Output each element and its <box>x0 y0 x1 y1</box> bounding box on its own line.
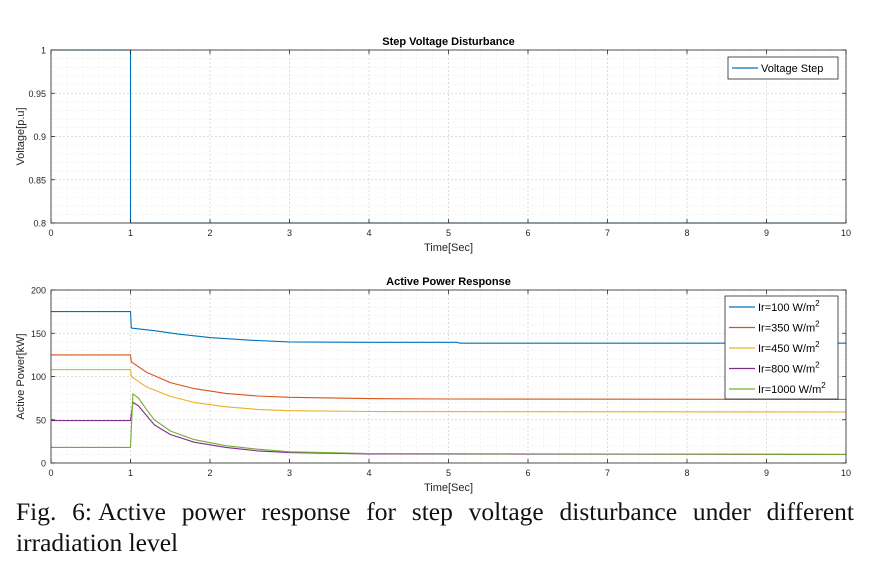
y-tick-label: 50 <box>36 415 46 425</box>
x-tick-label: 9 <box>764 468 769 478</box>
y-tick-label: 0.8 <box>33 219 46 229</box>
y-tick-label: 150 <box>31 329 46 339</box>
legend-label-text: Ir=800 W/m <box>758 364 815 376</box>
legend-label-text: Voltage Step <box>761 63 823 75</box>
chart-1: 0 1 2 3 4 5 6 7 8 9 10 0.8 0.85 0.9 0.95 1 Step Voltage … <box>15 36 851 254</box>
legend: Voltage Step <box>727 56 839 80</box>
caption-text: Active power response for step voltage d… <box>16 497 854 557</box>
x-tick-label: 1 <box>128 228 133 238</box>
x-tick-label: 3 <box>287 468 292 478</box>
legend-label-5: Ir=1000 W/m2 <box>758 381 826 396</box>
y-tick-label: 200 <box>31 286 46 296</box>
legend-label-text: Ir=450 W/m <box>758 343 815 355</box>
y-tick-label: 0.9 <box>33 132 46 142</box>
legend-label-1: Ir=100 W/m2 <box>758 299 820 314</box>
legend-label-text: Ir=350 W/m <box>758 323 815 335</box>
chart-title: Step Voltage Disturbance <box>382 36 514 48</box>
x-tick-label: 7 <box>605 228 610 238</box>
series-line-5 <box>51 393 847 455</box>
y-axis-label: Active Power[kW] <box>15 333 27 419</box>
x-tick-label: 6 <box>525 228 530 238</box>
y-tick-label: 0.85 <box>28 175 46 185</box>
x-tick-label: 5 <box>446 228 451 238</box>
x-tick-label: 6 <box>525 468 530 478</box>
caption-label: Fig. 6: <box>16 497 93 526</box>
x-tick-label: 10 <box>841 228 851 238</box>
x-tick-label: 8 <box>684 228 689 238</box>
x-tick-label: 1 <box>128 468 133 478</box>
chart-title: Active Power Response <box>386 276 511 288</box>
legend-label-superscript: 2 <box>815 361 820 370</box>
legend-label-2: Ir=350 W/m2 <box>758 320 820 335</box>
legend-label-superscript: 2 <box>815 340 820 349</box>
y-tick-label: 0.95 <box>28 89 46 99</box>
x-tick-label: 4 <box>366 228 371 238</box>
legend-label-1: Voltage Step <box>761 63 823 75</box>
x-axis-label: Time[Sec] <box>424 242 473 254</box>
x-tick-label: 8 <box>684 468 689 478</box>
x-tick-label: 2 <box>207 468 212 478</box>
legend-label-3: Ir=450 W/m2 <box>758 340 820 355</box>
x-tick-label: 0 <box>48 468 53 478</box>
y-tick-label: 0 <box>41 459 46 469</box>
x-tick-label: 4 <box>366 468 371 478</box>
series-line-3 <box>51 369 847 413</box>
x-tick-label: 3 <box>287 228 292 238</box>
legend-label-superscript: 2 <box>815 299 820 308</box>
x-tick-label: 0 <box>48 228 53 238</box>
legend-box <box>727 56 839 80</box>
series-line-1 <box>51 311 846 344</box>
legend-label-text: Ir=1000 W/m <box>758 384 821 396</box>
x-tick-label: 7 <box>605 468 610 478</box>
legend-label-4: Ir=800 W/m2 <box>758 361 820 376</box>
legend-label-superscript: 2 <box>815 320 820 329</box>
x-axis-label: Time[Sec] <box>424 482 473 494</box>
x-tick-label: 5 <box>446 468 451 478</box>
x-tick-label: 9 <box>764 228 769 238</box>
figure-caption: Fig. 6: Active power response for step vo… <box>16 496 854 558</box>
y-axis-label: Voltage[p.u] <box>15 107 27 165</box>
legend-label-text: Ir=100 W/m <box>758 302 815 314</box>
y-tick-label: 1 <box>41 46 46 56</box>
legend-label-superscript: 2 <box>821 381 826 390</box>
y-tick-label: 100 <box>31 372 46 382</box>
series-line-2 <box>51 354 847 400</box>
x-tick-label: 2 <box>207 228 212 238</box>
x-tick-label: 10 <box>841 468 851 478</box>
